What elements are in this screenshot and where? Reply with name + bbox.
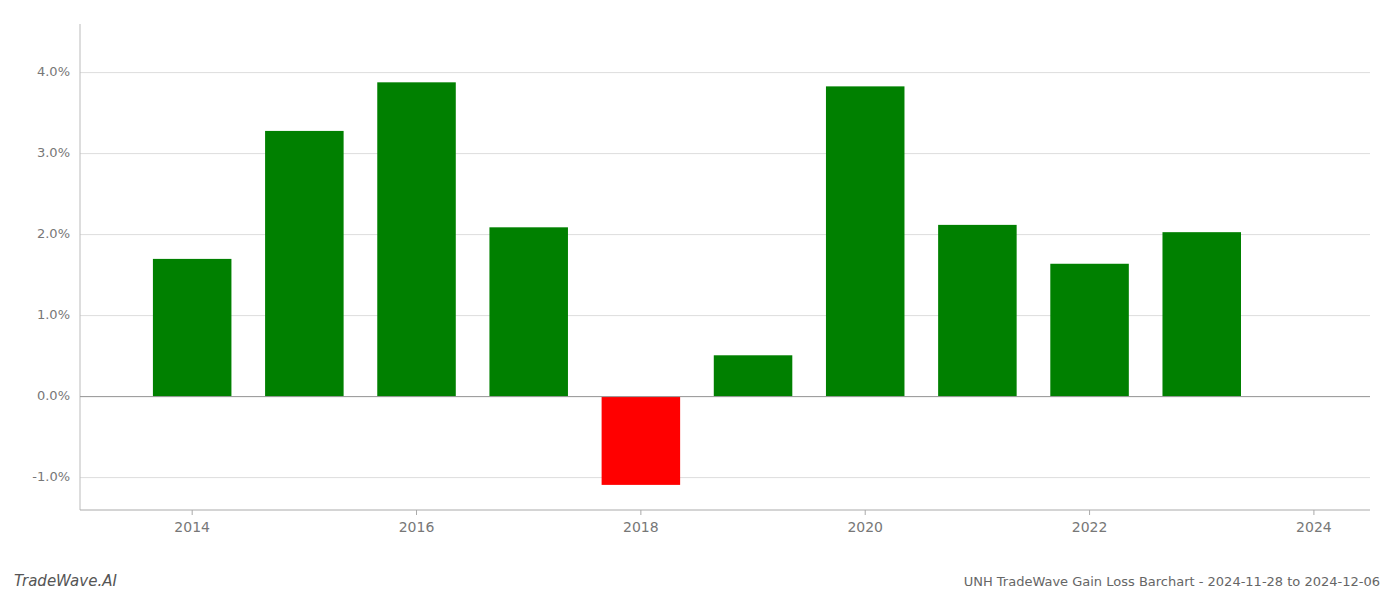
x-tick (1089, 510, 1090, 515)
x-tick (192, 510, 193, 515)
bar (714, 355, 793, 396)
grid (80, 73, 1370, 478)
x-tick-label: 2022 (1072, 519, 1108, 535)
x-axis-line (80, 510, 1370, 511)
y-tick-label: 3.0% (37, 145, 70, 160)
x-tick-label: 2020 (847, 519, 883, 535)
bar (153, 259, 232, 397)
watermark: TradeWave.AI (14, 572, 117, 590)
bar (1162, 232, 1241, 396)
bar (1050, 264, 1129, 397)
x-tick (640, 510, 641, 515)
y-tick-label: -1.0% (32, 469, 70, 484)
title: UNH TradeWave Gain Loss Barchart - 2024-… (964, 574, 1380, 589)
grid-line (80, 477, 1370, 478)
bar (826, 86, 905, 396)
bar (377, 82, 456, 396)
zero-line (80, 396, 1370, 397)
x-tick-label: 2024 (1296, 519, 1332, 535)
grid-line (80, 396, 1370, 397)
background (0, 0, 1400, 600)
x-tick-label: 2014 (174, 519, 210, 535)
bar (265, 131, 344, 397)
y-tick-label: 2.0% (37, 226, 70, 241)
y-axis-line (80, 24, 81, 510)
x-tick (1313, 510, 1314, 515)
bars (153, 82, 1241, 485)
x-tick-label: 2016 (399, 519, 435, 535)
y-tick-label: 1.0% (37, 307, 70, 322)
x-tick (416, 510, 417, 515)
chart: -1.0% 0.0% 1.0% 2.0% 3.0% 4.0% 2014 2016 2018 202… (0, 0, 1400, 600)
bar (938, 225, 1017, 397)
y-tick-label: 4.0% (37, 64, 70, 79)
bar (602, 397, 681, 485)
y-tick-label: 0.0% (37, 388, 70, 403)
grid-line (80, 72, 1370, 73)
x-tick-label: 2018 (623, 519, 659, 535)
bar (489, 227, 568, 396)
x-tick (865, 510, 866, 515)
